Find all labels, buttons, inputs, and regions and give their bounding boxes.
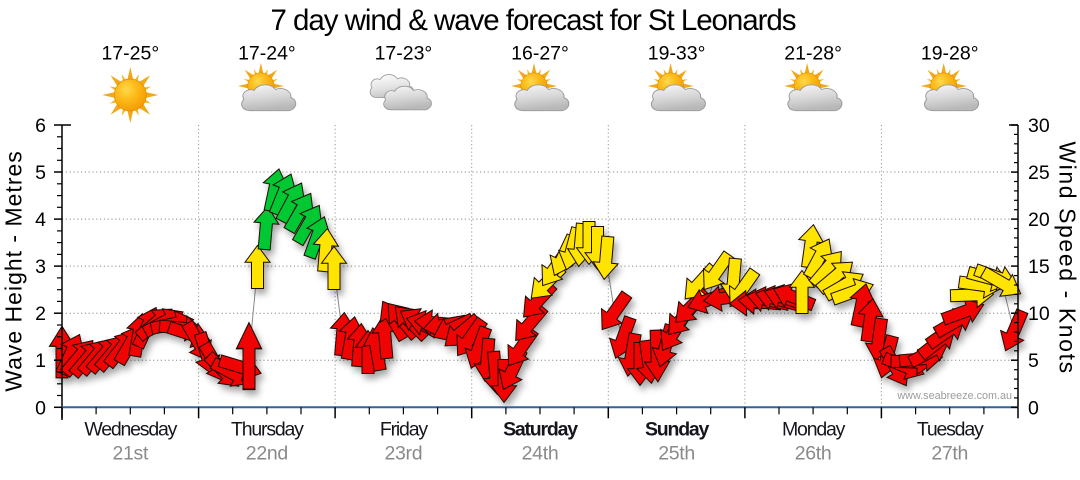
svg-text:Saturday: Saturday (503, 419, 578, 441)
svg-text:5: 5 (1028, 350, 1039, 372)
svg-text:Thursday: Thursday (231, 419, 304, 441)
svg-text:Friday: Friday (380, 419, 428, 441)
svg-text:21st: 21st (112, 443, 149, 465)
svg-text:30: 30 (1028, 115, 1050, 137)
svg-text:27th: 27th (931, 443, 968, 465)
svg-text:3: 3 (35, 256, 46, 278)
svg-text:25th: 25th (658, 443, 695, 465)
svg-text:4: 4 (35, 209, 46, 231)
svg-text:10: 10 (1028, 303, 1050, 325)
svg-text:19-28°: 19-28° (921, 43, 979, 65)
svg-text:17-23°: 17-23° (375, 43, 433, 65)
svg-text:7 day wind & wave forecast for: 7 day wind & wave forecast for St Leonar… (271, 4, 796, 37)
svg-text:www.seabreeze.com.au: www.seabreeze.com.au (896, 390, 1012, 402)
svg-text:2: 2 (35, 303, 46, 325)
svg-text:17-24°: 17-24° (238, 43, 296, 65)
svg-text:24th: 24th (522, 443, 559, 465)
svg-text:15: 15 (1028, 256, 1050, 278)
svg-text:26th: 26th (795, 443, 832, 465)
svg-text:Sunday: Sunday (645, 419, 710, 441)
svg-text:20: 20 (1028, 209, 1050, 231)
svg-text:21-28°: 21-28° (784, 43, 842, 65)
svg-text:25: 25 (1028, 162, 1050, 184)
svg-text:16-27°: 16-27° (511, 43, 569, 65)
svg-text:Monday: Monday (782, 419, 846, 441)
svg-text:17-25°: 17-25° (101, 43, 159, 65)
svg-text:Tuesday: Tuesday (917, 419, 984, 441)
svg-text:6: 6 (35, 115, 46, 137)
svg-text:Wave Height - Metres: Wave Height - Metres (1, 150, 27, 392)
svg-text:Wind Speed - Knots: Wind Speed - Knots (1055, 141, 1080, 374)
svg-text:5: 5 (35, 162, 46, 184)
svg-text:1: 1 (35, 350, 46, 372)
svg-text:23rd: 23rd (384, 443, 422, 465)
svg-text:22nd: 22nd (246, 443, 288, 465)
svg-text:0: 0 (1028, 397, 1039, 419)
svg-text:Wednesday: Wednesday (84, 419, 177, 441)
svg-text:19-33°: 19-33° (648, 43, 706, 65)
svg-text:0: 0 (35, 397, 46, 419)
